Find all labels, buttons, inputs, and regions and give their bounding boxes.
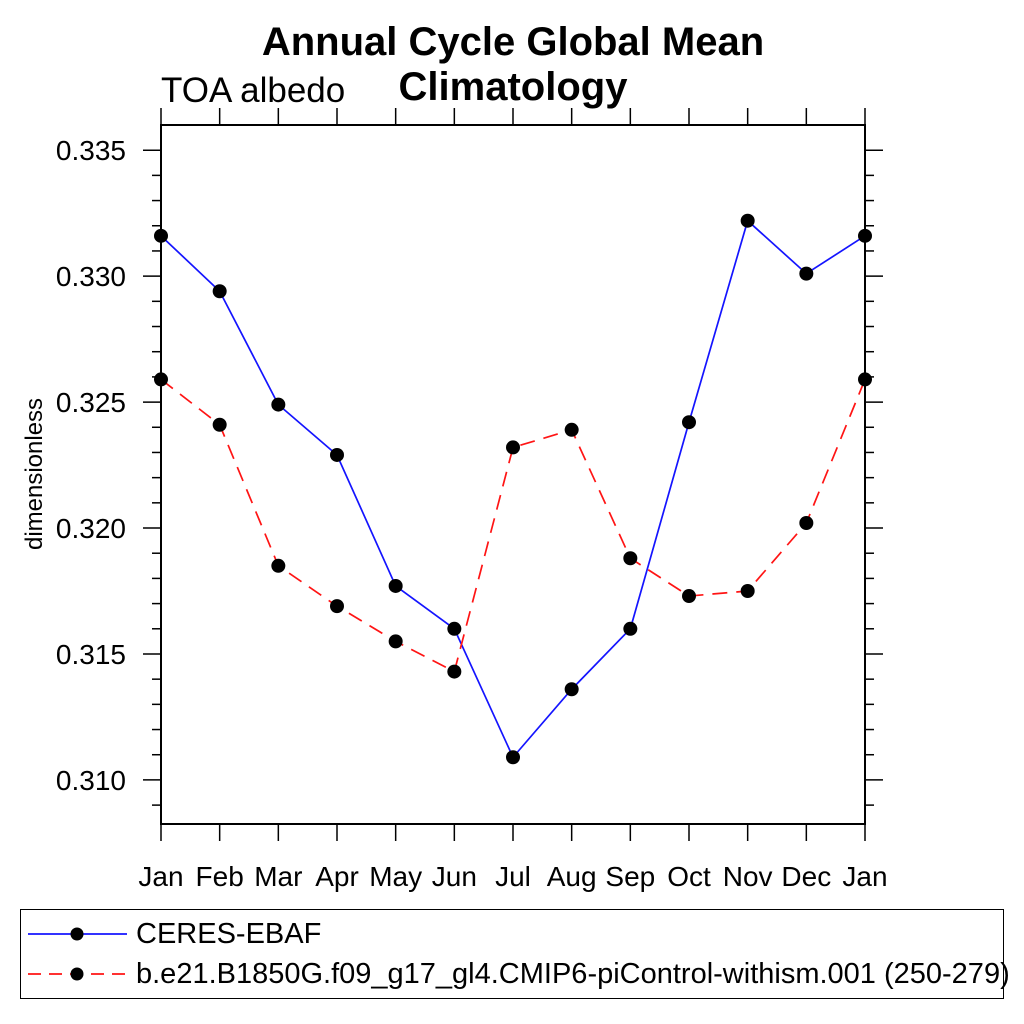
- y-tick-label: 0.325: [56, 387, 126, 418]
- data-point-marker-1: [330, 599, 344, 614]
- x-tick-label: May: [369, 861, 422, 892]
- y-tick-label: 0.310: [56, 765, 126, 796]
- data-point-marker-0: [623, 621, 638, 636]
- x-tick-label: Nov: [723, 861, 773, 892]
- x-tick-label: Apr: [315, 861, 359, 892]
- x-tick-label: Jul: [495, 861, 531, 892]
- x-tick-label: Oct: [667, 861, 711, 892]
- y-tick-label: 0.335: [56, 135, 126, 166]
- data-point-marker-0: [154, 228, 168, 243]
- data-point-marker-0: [447, 621, 462, 636]
- data-point-marker-1: [682, 589, 696, 604]
- series-line-0: [160, 219, 866, 759]
- x-tick-label: Jan: [842, 861, 887, 892]
- legend: CERES-EBAF b.e21.B1850G.f09_g17_gl4.CMIP…: [20, 909, 1010, 999]
- legend-item-ceres: CERES-EBAF: [21, 914, 1003, 954]
- data-point-marker-0: [212, 284, 227, 299]
- series-line-1: [160, 378, 866, 673]
- data-point-marker-1: [154, 372, 168, 387]
- legend-dot-icon: [70, 967, 84, 981]
- plot-frame: [160, 124, 866, 825]
- y-tick-label: 0.330: [56, 261, 126, 292]
- x-tick-label: Jan: [138, 861, 183, 892]
- data-point-marker-1: [740, 584, 755, 598]
- data-point-marker-1: [799, 515, 814, 530]
- chart-subtitle: TOA albedo: [161, 71, 346, 110]
- x-tick-label: Feb: [196, 861, 244, 892]
- data-point-marker-0: [740, 213, 755, 228]
- data-point-marker-1: [506, 440, 520, 455]
- data-point-marker-1: [564, 422, 579, 437]
- legend-item-model: b.e21.B1850G.f09_g17_gl4.CMIP6-piControl…: [21, 954, 1010, 994]
- x-tick-label: Mar: [254, 861, 302, 892]
- legend-sample-dashed-line: [28, 967, 127, 981]
- x-tick-label: Aug: [547, 861, 597, 892]
- data-point-marker-0: [506, 750, 520, 765]
- data-point-marker-1: [623, 551, 638, 566]
- y-tick-label: 0.320: [56, 513, 126, 544]
- data-point-marker-1: [212, 417, 227, 432]
- legend-sample-solid-line: [28, 927, 127, 941]
- data-point-marker-0: [330, 447, 344, 462]
- data-point-marker-0: [564, 682, 579, 697]
- data-point-marker-0: [271, 397, 286, 412]
- data-point-marker-1: [388, 634, 403, 649]
- y-axis-title: dimensionless: [21, 398, 48, 550]
- legend-label-ceres: CERES-EBAF: [136, 917, 322, 950]
- legend-dot-icon: [70, 927, 84, 941]
- data-point-marker-0: [858, 228, 872, 243]
- data-point-marker-0: [799, 266, 814, 281]
- data-point-marker-0: [682, 415, 696, 430]
- x-tick-label: Dec: [781, 861, 831, 892]
- x-tick-label: Sep: [605, 861, 655, 892]
- x-tick-label: Jun: [432, 861, 477, 892]
- data-point-marker-1: [858, 372, 872, 387]
- data-point-marker-0: [388, 578, 403, 593]
- legend-label-model: b.e21.B1850G.f09_g17_gl4.CMIP6-piControl…: [136, 957, 1010, 990]
- data-point-marker-1: [447, 664, 462, 679]
- chart-title: Annual Cycle Global Mean Climatology: [261, 20, 765, 109]
- data-point-marker-1: [271, 558, 286, 573]
- y-tick-label: 0.315: [56, 639, 126, 670]
